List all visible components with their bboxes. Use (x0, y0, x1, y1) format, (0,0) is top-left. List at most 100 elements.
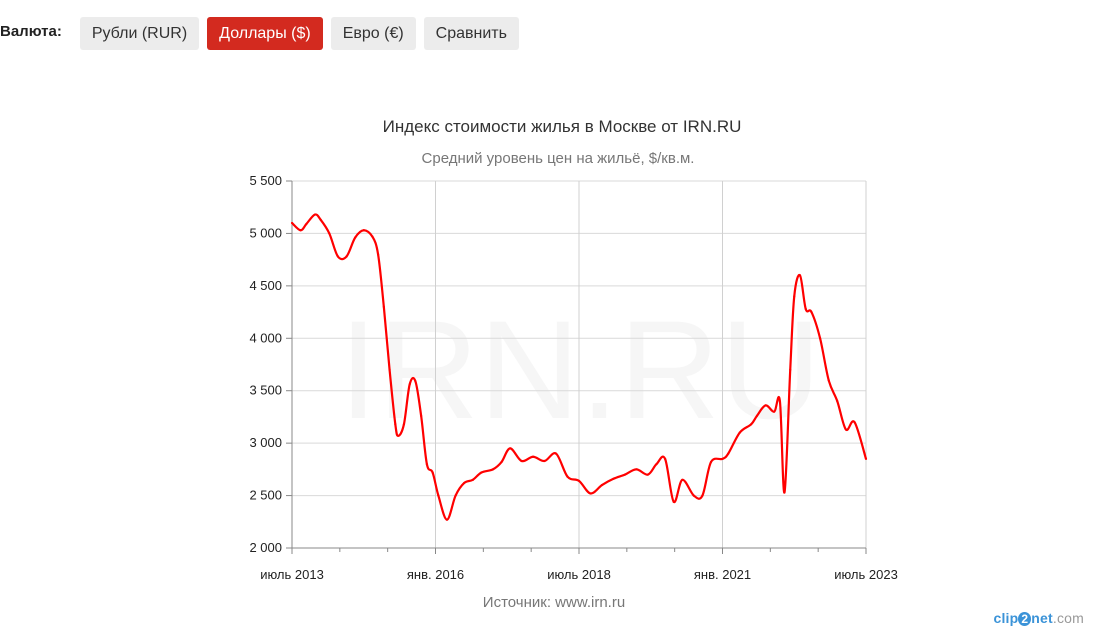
data-point (431, 471, 434, 474)
data-point (454, 494, 457, 497)
y-tick-label: 5 500 (249, 173, 282, 188)
data-point (646, 473, 649, 476)
data-point (764, 404, 767, 407)
x-tick-label: июль 2018 (547, 567, 611, 582)
data-point (755, 414, 759, 417)
data-point (844, 428, 848, 431)
data-point (345, 255, 348, 258)
data-point (500, 460, 503, 464)
data-point (853, 421, 856, 424)
data-point (612, 477, 615, 480)
data-point (692, 494, 695, 497)
y-tick-label: 5 000 (249, 225, 282, 240)
data-point (491, 468, 494, 471)
currency-rur-button[interactable]: Рубли (RUR) (79, 17, 200, 50)
data-point (290, 221, 294, 225)
data-point (319, 218, 322, 221)
data-point (566, 475, 569, 478)
data-point (377, 253, 380, 256)
data-point (402, 423, 406, 426)
y-tick-label: 4 500 (249, 278, 282, 293)
data-point (635, 468, 638, 471)
data-point (738, 431, 741, 434)
data-point (798, 274, 802, 277)
data-point (463, 481, 466, 485)
data-point (721, 457, 724, 460)
data-point (554, 452, 558, 455)
data-point (354, 236, 357, 239)
data-point (509, 447, 512, 450)
data-point (804, 307, 807, 311)
data-point (773, 410, 776, 413)
data-point (681, 478, 684, 481)
data-point (425, 463, 428, 466)
compare-button[interactable]: Сравнить (423, 17, 519, 50)
data-point (793, 295, 796, 298)
currency-options: Рубли (RUR) Доллары ($) Евро (€) Сравнит… (79, 17, 519, 50)
data-point (408, 383, 411, 386)
data-point (437, 494, 440, 497)
data-point (750, 423, 753, 426)
logo-text-net: net (1031, 610, 1053, 626)
data-point (709, 460, 713, 464)
y-tick-label: 2 000 (249, 540, 282, 555)
data-point (336, 255, 340, 258)
data-point (577, 479, 581, 482)
currency-usd-button[interactable]: Доллары ($) (207, 17, 323, 50)
x-tick-label: июль 2023 (834, 567, 898, 582)
chart-title: Индекс стоимости жилья в Москве от IRN.R… (383, 117, 742, 136)
data-point (520, 459, 523, 463)
y-tick-label: 3 500 (249, 383, 282, 398)
data-point (864, 457, 868, 460)
data-point (371, 235, 374, 238)
series-layer (290, 213, 868, 521)
data-point (836, 400, 839, 403)
x-tick-label: июль 2013 (260, 567, 324, 582)
y-tick-label: 3 000 (249, 435, 282, 450)
x-tick-label: янв. 2021 (694, 567, 751, 582)
data-point (655, 463, 658, 466)
data-point (480, 471, 483, 474)
data-point (664, 457, 667, 460)
data-point (827, 379, 830, 382)
data-point (328, 232, 331, 235)
currency-eur-button[interactable]: Евро (€) (330, 17, 416, 50)
data-point (589, 492, 592, 495)
data-point (414, 380, 417, 383)
data-point (727, 452, 730, 455)
data-point (778, 400, 782, 403)
data-point (305, 222, 308, 226)
data-point (810, 310, 813, 314)
data-point (543, 459, 546, 463)
data-point (299, 229, 302, 232)
data-point (313, 213, 317, 216)
chart-subtitle: Средний уровень цен на жильё, $/кв.м. (422, 150, 695, 167)
data-point (382, 305, 385, 308)
logo-text-domain: .com (1052, 610, 1084, 626)
data-point (623, 473, 627, 476)
data-point (362, 229, 365, 232)
y-tick-label: 2 500 (249, 488, 282, 503)
y-tick-label: 4 000 (249, 330, 282, 345)
chart-watermark: IRN.RU (339, 291, 821, 448)
data-point (388, 368, 391, 371)
currency-label: Валюта: (0, 23, 62, 40)
data-point (531, 455, 535, 458)
clip2net-logo: clip 2 net.com (993, 610, 1084, 626)
logo-text-two: 2 (1018, 612, 1032, 626)
data-point (672, 500, 675, 503)
data-point (471, 478, 474, 481)
axes: 2 000 2 500 3 000 3 500 4 000 4 500 5 000 5 500… (249, 173, 897, 582)
data-point (445, 518, 449, 521)
data-point (701, 494, 704, 497)
currency-selector: Валюта: Рубли (RUR) Доллары ($) Евро (€)… (0, 17, 519, 50)
data-point (420, 414, 423, 417)
logo-text-clip: clip (993, 610, 1019, 626)
chart-source: Источник: www.irn.ru (483, 594, 625, 611)
x-tick-label: янв. 2016 (407, 567, 464, 582)
data-point (789, 368, 792, 371)
data-point (397, 434, 400, 437)
data-point (394, 423, 397, 426)
data-point (818, 337, 822, 340)
